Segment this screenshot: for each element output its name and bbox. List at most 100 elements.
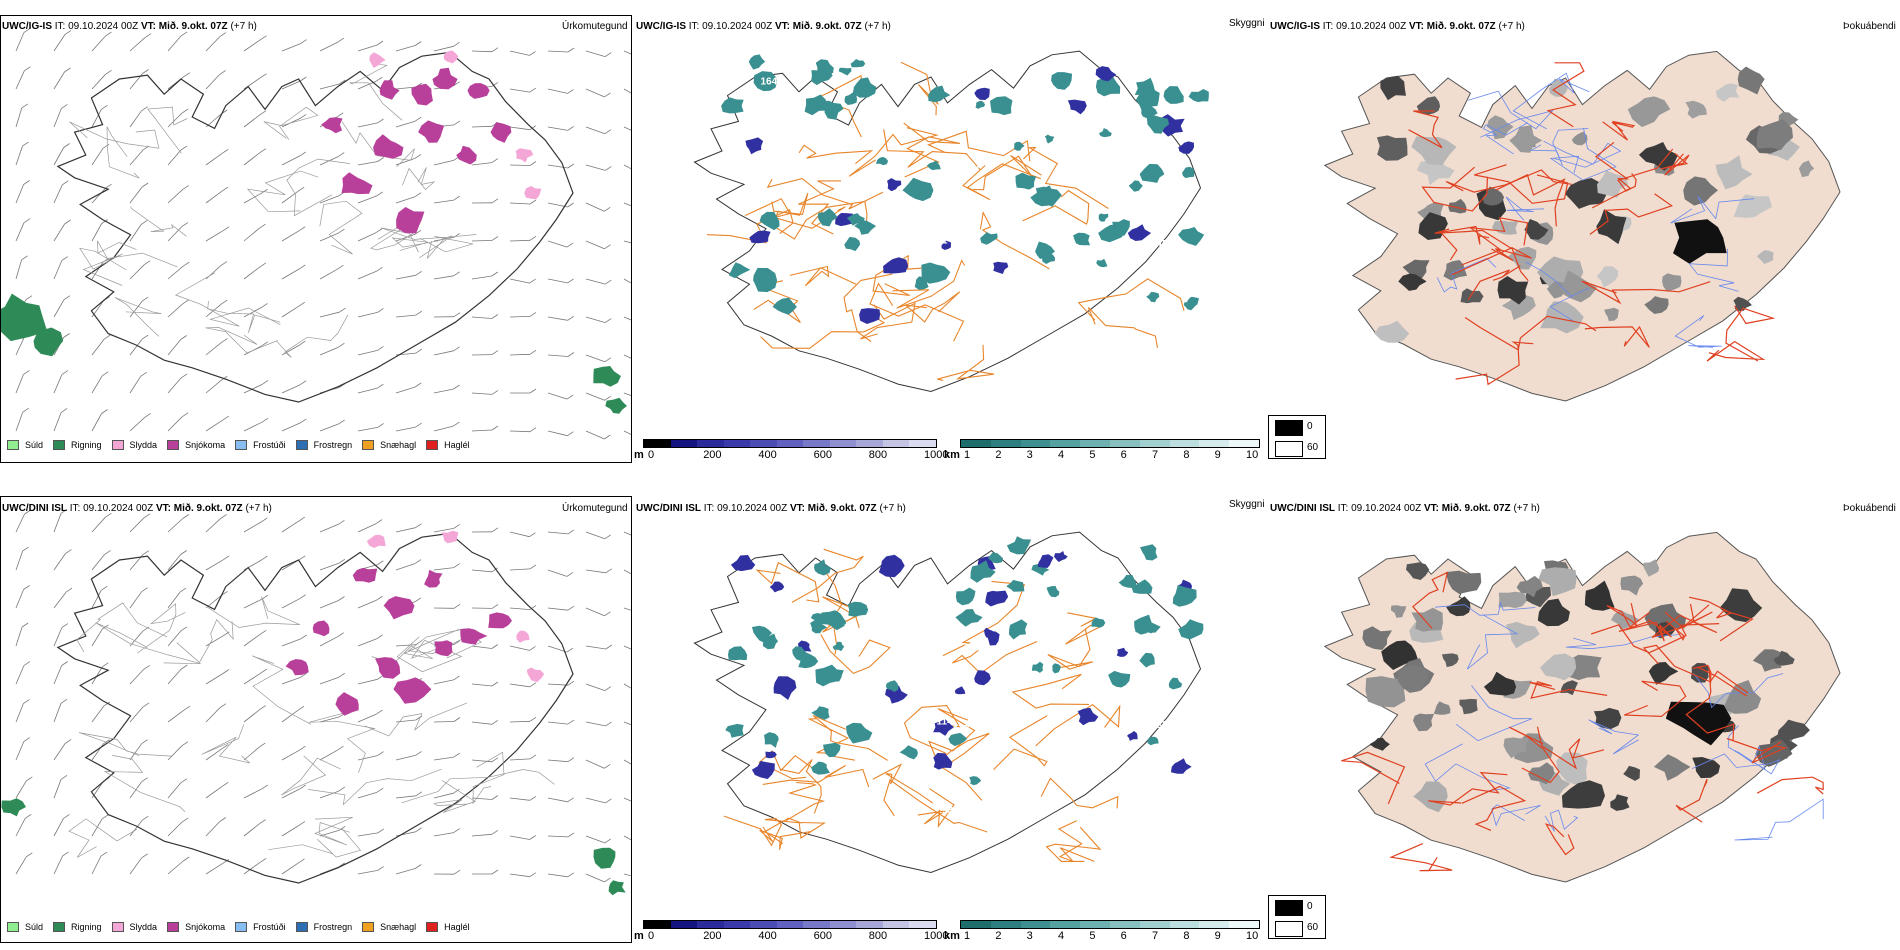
colorbar-tick-label: 7 bbox=[1152, 449, 1159, 461]
visibility-area bbox=[1131, 579, 1153, 594]
visibility-area bbox=[859, 308, 880, 324]
fog-index-area bbox=[1564, 178, 1607, 209]
fog-color-key bbox=[1275, 900, 1303, 916]
fog-panel-1 bbox=[1268, 15, 1900, 445]
visibility-area bbox=[759, 211, 780, 231]
snow-area bbox=[335, 692, 359, 716]
ceiling-colorbar-labels-2: m 0 200 400 600 800 1000 bbox=[634, 930, 948, 944]
visibility-color-step bbox=[1169, 440, 1200, 447]
fog-index-area bbox=[1509, 125, 1543, 153]
ceiling-color-step bbox=[829, 921, 857, 928]
legend-item-4: Frostúði bbox=[235, 440, 286, 450]
snow-area bbox=[424, 569, 443, 588]
fog-index-area bbox=[1737, 66, 1765, 95]
legend-swatch bbox=[426, 440, 439, 450]
visibility-colorbar-2 bbox=[960, 920, 1260, 929]
ceiling-color-step bbox=[644, 440, 671, 447]
visibility-area bbox=[728, 262, 751, 279]
visibility-color-step bbox=[1020, 921, 1051, 928]
fog-index-area bbox=[1446, 596, 1471, 617]
rain-area bbox=[605, 397, 627, 414]
fog-index-area bbox=[1445, 570, 1482, 594]
visibility-area bbox=[1178, 619, 1204, 640]
visibility-value-label: 164 bbox=[761, 76, 778, 87]
fog-index-area bbox=[1406, 562, 1430, 580]
fog-index-area bbox=[1723, 680, 1762, 714]
snow-area bbox=[418, 120, 445, 143]
visibility-area bbox=[1015, 172, 1037, 190]
visibility-area bbox=[1146, 115, 1170, 134]
fog-index-area bbox=[1374, 320, 1410, 343]
colorbar-tick-label: 400 bbox=[758, 449, 777, 461]
visibility-area bbox=[1067, 99, 1087, 115]
colorbar-tick-label: 6 bbox=[1120, 930, 1127, 942]
legend-swatch bbox=[111, 440, 124, 450]
ceiling-color-step bbox=[697, 440, 724, 447]
visibility-area bbox=[1168, 677, 1183, 690]
visibility-area bbox=[823, 742, 841, 758]
fog-colorbar-2: 0 60 bbox=[1268, 895, 1326, 939]
visibility-area bbox=[1127, 731, 1138, 741]
legend-label: Slydda bbox=[129, 440, 158, 450]
ceiling-colorbar-1 bbox=[643, 439, 937, 448]
legend-swatch bbox=[362, 922, 375, 932]
fog-index-area bbox=[1560, 680, 1578, 696]
visibility-area bbox=[1042, 253, 1055, 264]
ceiling-colorbar-2 bbox=[643, 920, 937, 929]
visibility-value-label: 121 bbox=[1162, 639, 1179, 650]
panel-title-visibility-2: Skyggni bbox=[1229, 499, 1265, 510]
visibility-area bbox=[1140, 544, 1158, 561]
fog-index-area bbox=[1561, 780, 1605, 809]
legend-item-0: Súld bbox=[7, 922, 43, 932]
sleet-area bbox=[526, 667, 545, 683]
colorbar-tick-label: 3 bbox=[1026, 930, 1033, 942]
ceiling-color-step bbox=[750, 440, 777, 447]
fog-index-area bbox=[1662, 273, 1682, 292]
header-6: UWC/DINI ISL IT: 09.10.2024 00Z VT: Mið.… bbox=[1270, 503, 1540, 514]
rain-area bbox=[608, 880, 626, 896]
colorbar-tick-label: 4 bbox=[1058, 930, 1065, 942]
sleet-area bbox=[366, 534, 386, 548]
visibility-area bbox=[1182, 166, 1195, 179]
fog-panel-2 bbox=[1268, 496, 1900, 926]
fog-map-2 bbox=[1323, 531, 1841, 883]
visibility-area bbox=[1188, 89, 1209, 103]
visibility-area bbox=[980, 232, 998, 245]
visibility-area bbox=[914, 276, 929, 290]
header-5: UWC/DINI ISL IT: 09.10.2024 00Z VT: Mið.… bbox=[636, 503, 906, 514]
wind-barbs-2 bbox=[15, 508, 631, 883]
legend-swatch bbox=[295, 440, 308, 450]
fog-index-area bbox=[1397, 666, 1430, 693]
row-1: Súld Rigning Slydda Snjókoma Frostúði Frostre… bbox=[0, 0, 1900, 470]
visibility-color-step bbox=[1199, 921, 1230, 928]
fog-index-area bbox=[1638, 142, 1679, 171]
visibility-area bbox=[985, 590, 1009, 607]
visibility-value-label: 16 bbox=[959, 332, 971, 343]
visibility-area bbox=[1008, 619, 1028, 640]
ceiling-color-step bbox=[803, 921, 830, 928]
fog-index-area bbox=[1584, 580, 1615, 611]
snow-area bbox=[379, 80, 400, 100]
fog-index-area bbox=[1683, 176, 1718, 206]
visibility-area bbox=[753, 71, 777, 92]
visibility-area bbox=[835, 213, 853, 227]
visibility-area bbox=[810, 620, 828, 634]
visibility-area bbox=[1095, 66, 1117, 82]
visibility-area bbox=[1163, 86, 1184, 104]
fog-index-area bbox=[1627, 96, 1671, 128]
visibility-area bbox=[1178, 227, 1205, 246]
fog-index-area bbox=[1756, 119, 1793, 151]
legend-item-5: Frostregn bbox=[295, 922, 352, 932]
fog-index-area bbox=[1501, 293, 1536, 321]
panel-title-precip-1: Úrkomutegund bbox=[562, 21, 628, 32]
fog-index-area bbox=[1620, 575, 1644, 596]
fog-index-area bbox=[1433, 701, 1451, 715]
fog-index-area bbox=[1571, 131, 1588, 146]
visibility-area bbox=[975, 100, 986, 109]
iceland-outline-1 bbox=[56, 51, 574, 403]
snow-area bbox=[312, 620, 330, 637]
fog-value-label: 0 bbox=[1307, 901, 1313, 912]
fog-index-area bbox=[1540, 301, 1584, 334]
colorbar-tick-label: 10 bbox=[1246, 930, 1259, 942]
visibility-area bbox=[817, 208, 838, 227]
